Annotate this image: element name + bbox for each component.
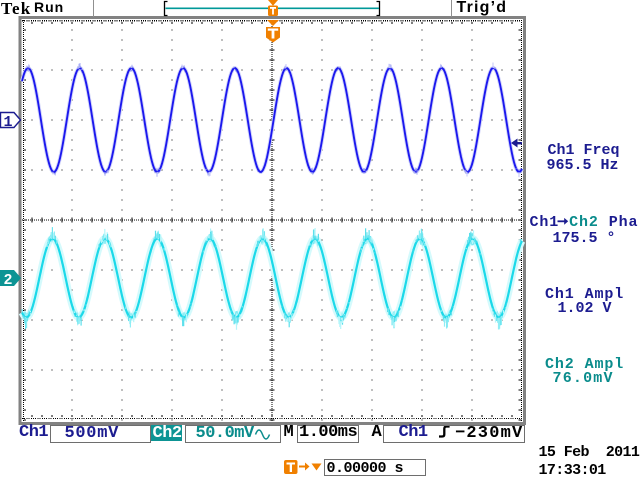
svg-text:2: 2 [3, 272, 12, 289]
svg-text:1: 1 [3, 114, 12, 131]
